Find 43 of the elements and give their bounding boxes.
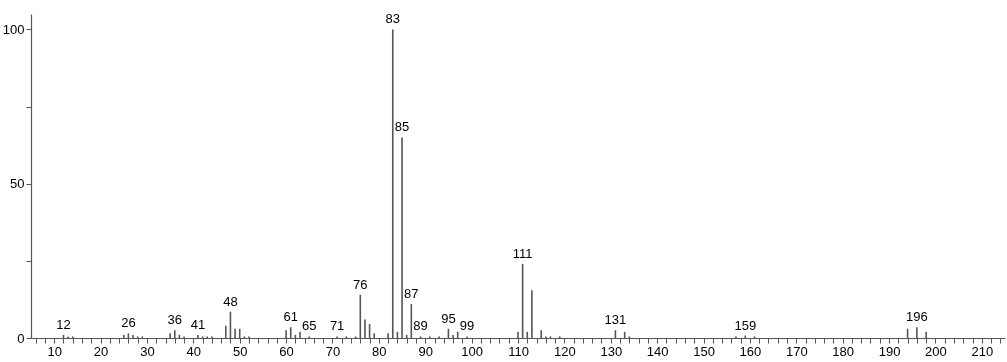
annotation: 89 bbox=[413, 318, 428, 334]
annotation: 36 bbox=[167, 312, 183, 328]
x-tick-label: 140 bbox=[646, 343, 669, 359]
x-tick-label: 80 bbox=[372, 343, 387, 359]
annotation: 196 bbox=[906, 309, 928, 325]
y-tick-label: 100 bbox=[2, 21, 25, 37]
x-tick-label: 200 bbox=[925, 343, 947, 359]
x-tick-label: 20 bbox=[93, 343, 109, 359]
annotation: 111 bbox=[512, 245, 533, 261]
x-tick-label: 130 bbox=[600, 343, 623, 359]
x-tick-label: 110 bbox=[508, 343, 529, 359]
annotation: 76 bbox=[353, 276, 368, 292]
x-tick-label: 180 bbox=[832, 343, 855, 359]
y-tick-label: 0 bbox=[17, 330, 25, 346]
annotation: 48 bbox=[223, 293, 238, 309]
x-tick-label: 150 bbox=[693, 343, 715, 359]
x-tick-label: 10 bbox=[47, 343, 62, 359]
x-tick-label: 120 bbox=[554, 343, 576, 359]
annotation: 61 bbox=[283, 309, 298, 325]
x-tick-label: 210 bbox=[971, 343, 994, 359]
annotation: 41 bbox=[190, 316, 206, 332]
x-tick-label: 70 bbox=[325, 343, 341, 359]
annotation: 71 bbox=[329, 318, 345, 334]
annotation: 131 bbox=[604, 312, 627, 328]
x-tick-label: 90 bbox=[418, 343, 433, 359]
annotation: 99 bbox=[459, 318, 475, 334]
annotation: 85 bbox=[394, 119, 410, 135]
x-tick-label: 160 bbox=[739, 343, 762, 359]
x-tick-label: 50 bbox=[232, 343, 248, 359]
annotation: 83 bbox=[385, 11, 401, 27]
annotation: 95 bbox=[441, 310, 456, 326]
x-tick-label: 190 bbox=[878, 343, 901, 359]
annotation: 12 bbox=[56, 316, 71, 332]
annotation: 87 bbox=[404, 286, 419, 302]
y-tick-label: 50 bbox=[10, 176, 25, 192]
annotation: 159 bbox=[734, 317, 757, 333]
x-tick-label: 100 bbox=[461, 343, 483, 359]
x-tick-label: 30 bbox=[140, 343, 155, 359]
x-tick-label: 170 bbox=[785, 343, 808, 359]
annotation: 65 bbox=[302, 318, 317, 334]
x-tick-label: 60 bbox=[279, 343, 294, 359]
annotation: 26 bbox=[121, 315, 136, 331]
x-tick-label: 40 bbox=[186, 343, 202, 359]
